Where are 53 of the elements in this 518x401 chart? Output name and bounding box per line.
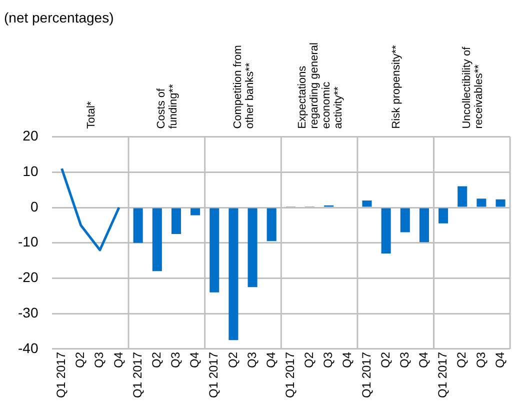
x-tick-label: Q4 — [188, 352, 202, 368]
x-tick-label: Q3 — [397, 352, 412, 368]
x-tick-label: Q1 2017 — [130, 352, 144, 398]
x-tick-label: Q2 — [378, 352, 392, 368]
bar — [266, 208, 276, 242]
text: Uncollectibility of receivables** — [460, 46, 485, 129]
y-tick-label: -10 — [18, 234, 38, 250]
x-tick-label: Q3 — [168, 352, 183, 368]
bar — [133, 208, 143, 243]
bar — [190, 208, 200, 216]
bar — [476, 198, 486, 207]
bar — [419, 208, 429, 242]
text: Costs of funding** — [156, 83, 180, 129]
y-tick-label: -30 — [18, 304, 38, 320]
y-tick-label: -20 — [18, 269, 38, 286]
x-tick-label: Q4 — [264, 352, 278, 368]
bar — [381, 208, 391, 254]
y-tick-label: -40 — [18, 340, 38, 356]
bar — [210, 208, 220, 292]
x-tick-label: Q3 — [92, 352, 106, 368]
x-tick-label: Q1 2017 — [206, 352, 221, 398]
chart-subtitle: (net percentages) — [4, 9, 114, 26]
x-tick-label: Q1 2017 — [436, 352, 450, 398]
x-tick-label: Q4 — [416, 352, 431, 368]
bar — [438, 208, 448, 224]
bar — [362, 200, 372, 207]
x-tick-label: Q2 — [302, 352, 316, 368]
bar — [400, 208, 410, 232]
bar — [171, 208, 181, 234]
text: Risk propensity** — [390, 44, 403, 129]
x-tick-label: Q2 — [149, 352, 164, 368]
x-tick-label: Q1 2017 — [359, 352, 374, 398]
x-tick-label: Q2 — [226, 352, 240, 368]
x-tick-label: Q1 2017 — [54, 352, 68, 398]
y-tick-label: 10 — [22, 163, 38, 180]
x-tick-label: Q1 2017 — [282, 352, 297, 398]
x-tick-label: Q4 — [492, 352, 507, 368]
x-tick-label: Q2 — [454, 352, 469, 368]
y-tick-label: 0 — [30, 198, 38, 214]
y-tick-label: 20 — [22, 128, 38, 144]
text: Total* — [85, 100, 98, 129]
x-tick-label: Q3 — [244, 352, 259, 368]
bar — [496, 199, 506, 207]
bar — [152, 208, 162, 272]
x-tick-label: Q4 — [340, 352, 354, 368]
text: Expectations regarding general economic activity** — [296, 42, 344, 129]
x-tick-label: Q4 — [111, 352, 126, 368]
bar — [458, 186, 468, 207]
x-tick-label: Q3 — [474, 352, 488, 368]
bar — [248, 208, 258, 288]
bar — [228, 208, 238, 340]
x-tick-label: Q3 — [321, 352, 336, 368]
x-tick-label: Q2 — [73, 352, 88, 368]
